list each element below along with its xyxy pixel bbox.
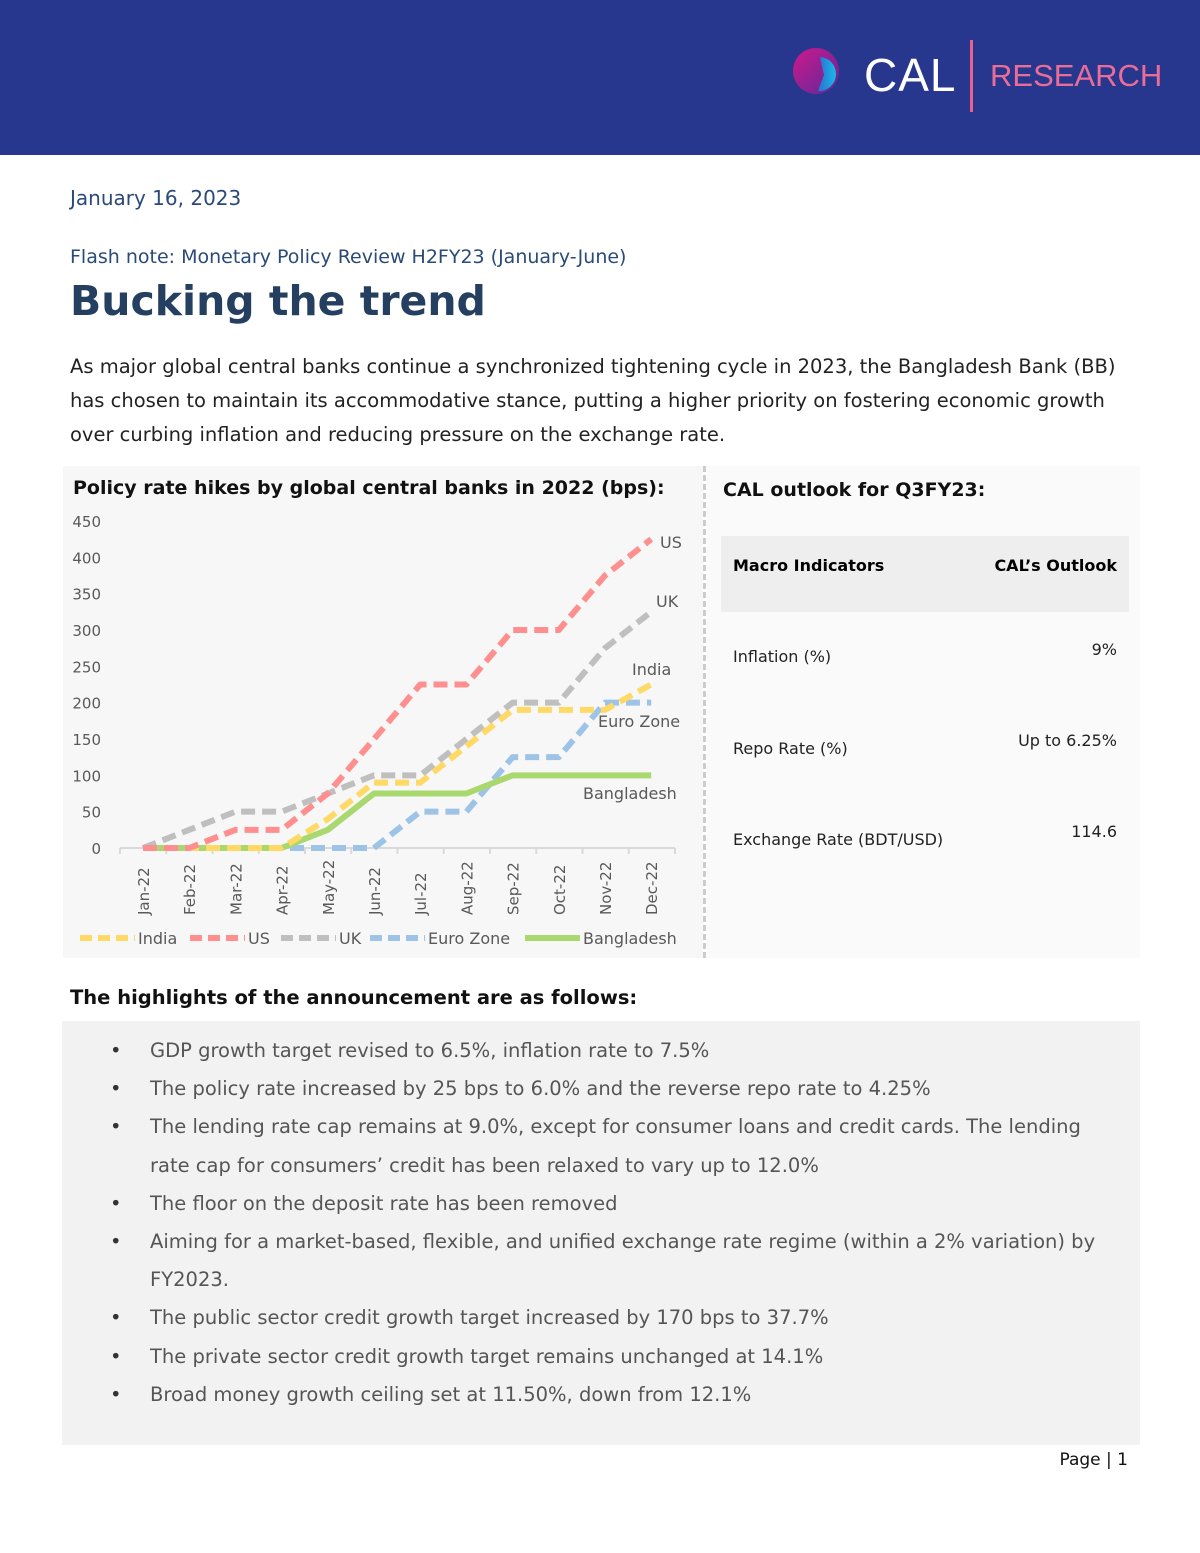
outlook-title: CAL outlook for Q3FY23: xyxy=(723,479,986,501)
legend-label: Bangladesh xyxy=(583,929,677,948)
y-tick-label: 250 xyxy=(72,658,101,676)
row-value-inflation: 9% xyxy=(1091,640,1117,659)
series-end-label: US xyxy=(660,533,682,552)
report-date: January 16, 2023 xyxy=(70,186,242,210)
legend-label: US xyxy=(248,929,270,948)
highlight-text: GDP growth target revised to 6.5%, infla… xyxy=(150,1039,710,1062)
highlight-item: • Broad money growth ceiling set at 11.50… xyxy=(110,1376,1120,1414)
y-tick-label: 300 xyxy=(72,622,101,640)
bullet-icon: • xyxy=(110,1306,122,1330)
logo-subtext: RESEARCH xyxy=(990,58,1163,93)
row-value-exchange: 114.6 xyxy=(1071,822,1117,841)
x-tick-label: Nov-22 xyxy=(597,862,615,915)
highlight-item: • The lending rate cap remains at 9.0%, e… xyxy=(110,1108,1120,1184)
highlight-item: • The floor on the deposit rate has been … xyxy=(110,1185,1120,1223)
x-tick-label: Jan-22 xyxy=(135,867,153,916)
x-tick-label: Aug-22 xyxy=(458,861,476,915)
series-end-label: India xyxy=(632,660,671,679)
x-tick-label: Feb-22 xyxy=(181,864,199,915)
logo-text: CAL xyxy=(864,49,957,101)
y-tick-label: 150 xyxy=(72,731,101,749)
cal-logo-icon xyxy=(793,48,839,94)
highlight-text: The lending rate cap remains at 9.0%, ex… xyxy=(150,1115,1081,1177)
series-end-label: UK xyxy=(656,592,679,611)
highlight-text: The policy rate increased by 25 bps to 6… xyxy=(150,1077,931,1101)
bullet-icon: • xyxy=(110,1115,122,1139)
series-line-india xyxy=(143,681,653,851)
header-banner: CAL RESEARCH xyxy=(0,0,1200,155)
legend-label: UK xyxy=(339,929,362,948)
x-tick-label: Oct-22 xyxy=(551,865,569,915)
bullet-icon: • xyxy=(110,1344,122,1368)
highlight-text: The floor on the deposit rate has been r… xyxy=(150,1191,618,1215)
highlight-item: • GDP growth target revised to 6.5%, infl… xyxy=(110,1032,1120,1070)
bullet-icon: • xyxy=(110,1191,122,1215)
row-label-exchange: Exchange Rate (BDT/USD) xyxy=(733,830,944,849)
policy-rate-chart: 0 50 100 150 200 250 300 350 400 450 Jan-22 Feb-22 M… xyxy=(72,513,682,948)
bullet-icon: • xyxy=(110,1382,122,1406)
flash-note-subtitle: Flash note: Monetary Policy Review H2FY2… xyxy=(70,246,627,268)
y-tick-label: 400 xyxy=(72,549,101,567)
legend-label: India xyxy=(138,929,177,948)
bullet-icon: • xyxy=(110,1039,122,1062)
bullet-icon: • xyxy=(110,1077,122,1101)
intro-paragraph: As major global central banks continue a… xyxy=(70,355,1116,446)
y-tick-label: 200 xyxy=(72,695,101,713)
bullet-icon: • xyxy=(110,1230,122,1254)
x-tick-label: May-22 xyxy=(320,860,338,915)
highlight-item: • The policy rate increased by 25 bps to … xyxy=(110,1070,1120,1108)
x-tick-label: Apr-22 xyxy=(274,866,292,916)
highlight-item: • The private sector credit growth target… xyxy=(110,1338,1120,1376)
x-tick-label: Jun-22 xyxy=(366,867,384,916)
y-tick-label: 100 xyxy=(72,767,101,785)
series-end-label: Euro Zone xyxy=(598,712,680,731)
highlight-item: • Aiming for a market-based, flexible, an… xyxy=(110,1223,1120,1299)
page-number: Page | 1 xyxy=(1059,1450,1128,1470)
outlook-table-header xyxy=(721,536,1129,612)
row-value-repo: Up to 6.25% xyxy=(1018,731,1117,750)
highlight-text: Broad money growth ceiling set at 11.50%… xyxy=(150,1382,752,1406)
row-label-repo: Repo Rate (%) xyxy=(733,739,848,758)
highlight-text: Aiming for a market-based, flexible, and… xyxy=(150,1230,1096,1292)
x-tick-label: Sep-22 xyxy=(505,862,523,915)
y-tick-label: 350 xyxy=(72,586,101,604)
y-tick-label: 0 xyxy=(91,840,101,858)
chart-title: Policy rate hikes by global central bank… xyxy=(73,477,665,499)
header-cal-outlook: CAL’s Outlook xyxy=(994,556,1117,575)
page-title: Bucking the trend xyxy=(70,277,486,325)
row-label-inflation: Inflation (%) xyxy=(733,647,832,666)
series-line-uk xyxy=(141,609,654,851)
header-macro-indicators: Macro Indicators xyxy=(733,556,885,575)
highlights-panel xyxy=(62,1021,1140,1445)
series-end-label: Bangladesh xyxy=(583,784,677,803)
highlight-text: The public sector credit growth target i… xyxy=(150,1306,829,1330)
highlights-title: The highlights of the announcement are a… xyxy=(70,986,638,1009)
highlight-item: • The public sector credit growth target … xyxy=(110,1299,1120,1337)
x-tick-label: Mar-22 xyxy=(227,863,245,915)
logo-divider xyxy=(970,40,973,112)
highlights-list: • GDP growth target revised to 6.5%, infl… xyxy=(110,1032,1120,1414)
y-tick-label: 50 xyxy=(82,804,101,822)
series-line-us xyxy=(143,536,654,851)
panel-divider xyxy=(703,466,706,958)
series-line-bangladesh xyxy=(143,772,652,851)
highlight-text: The private sector credit growth target … xyxy=(150,1344,824,1368)
x-tick-label: Jul-22 xyxy=(412,872,430,916)
legend-label: Euro Zone xyxy=(428,929,510,948)
x-tick-label: Dec-22 xyxy=(643,861,661,915)
y-tick-label: 450 xyxy=(72,513,101,531)
